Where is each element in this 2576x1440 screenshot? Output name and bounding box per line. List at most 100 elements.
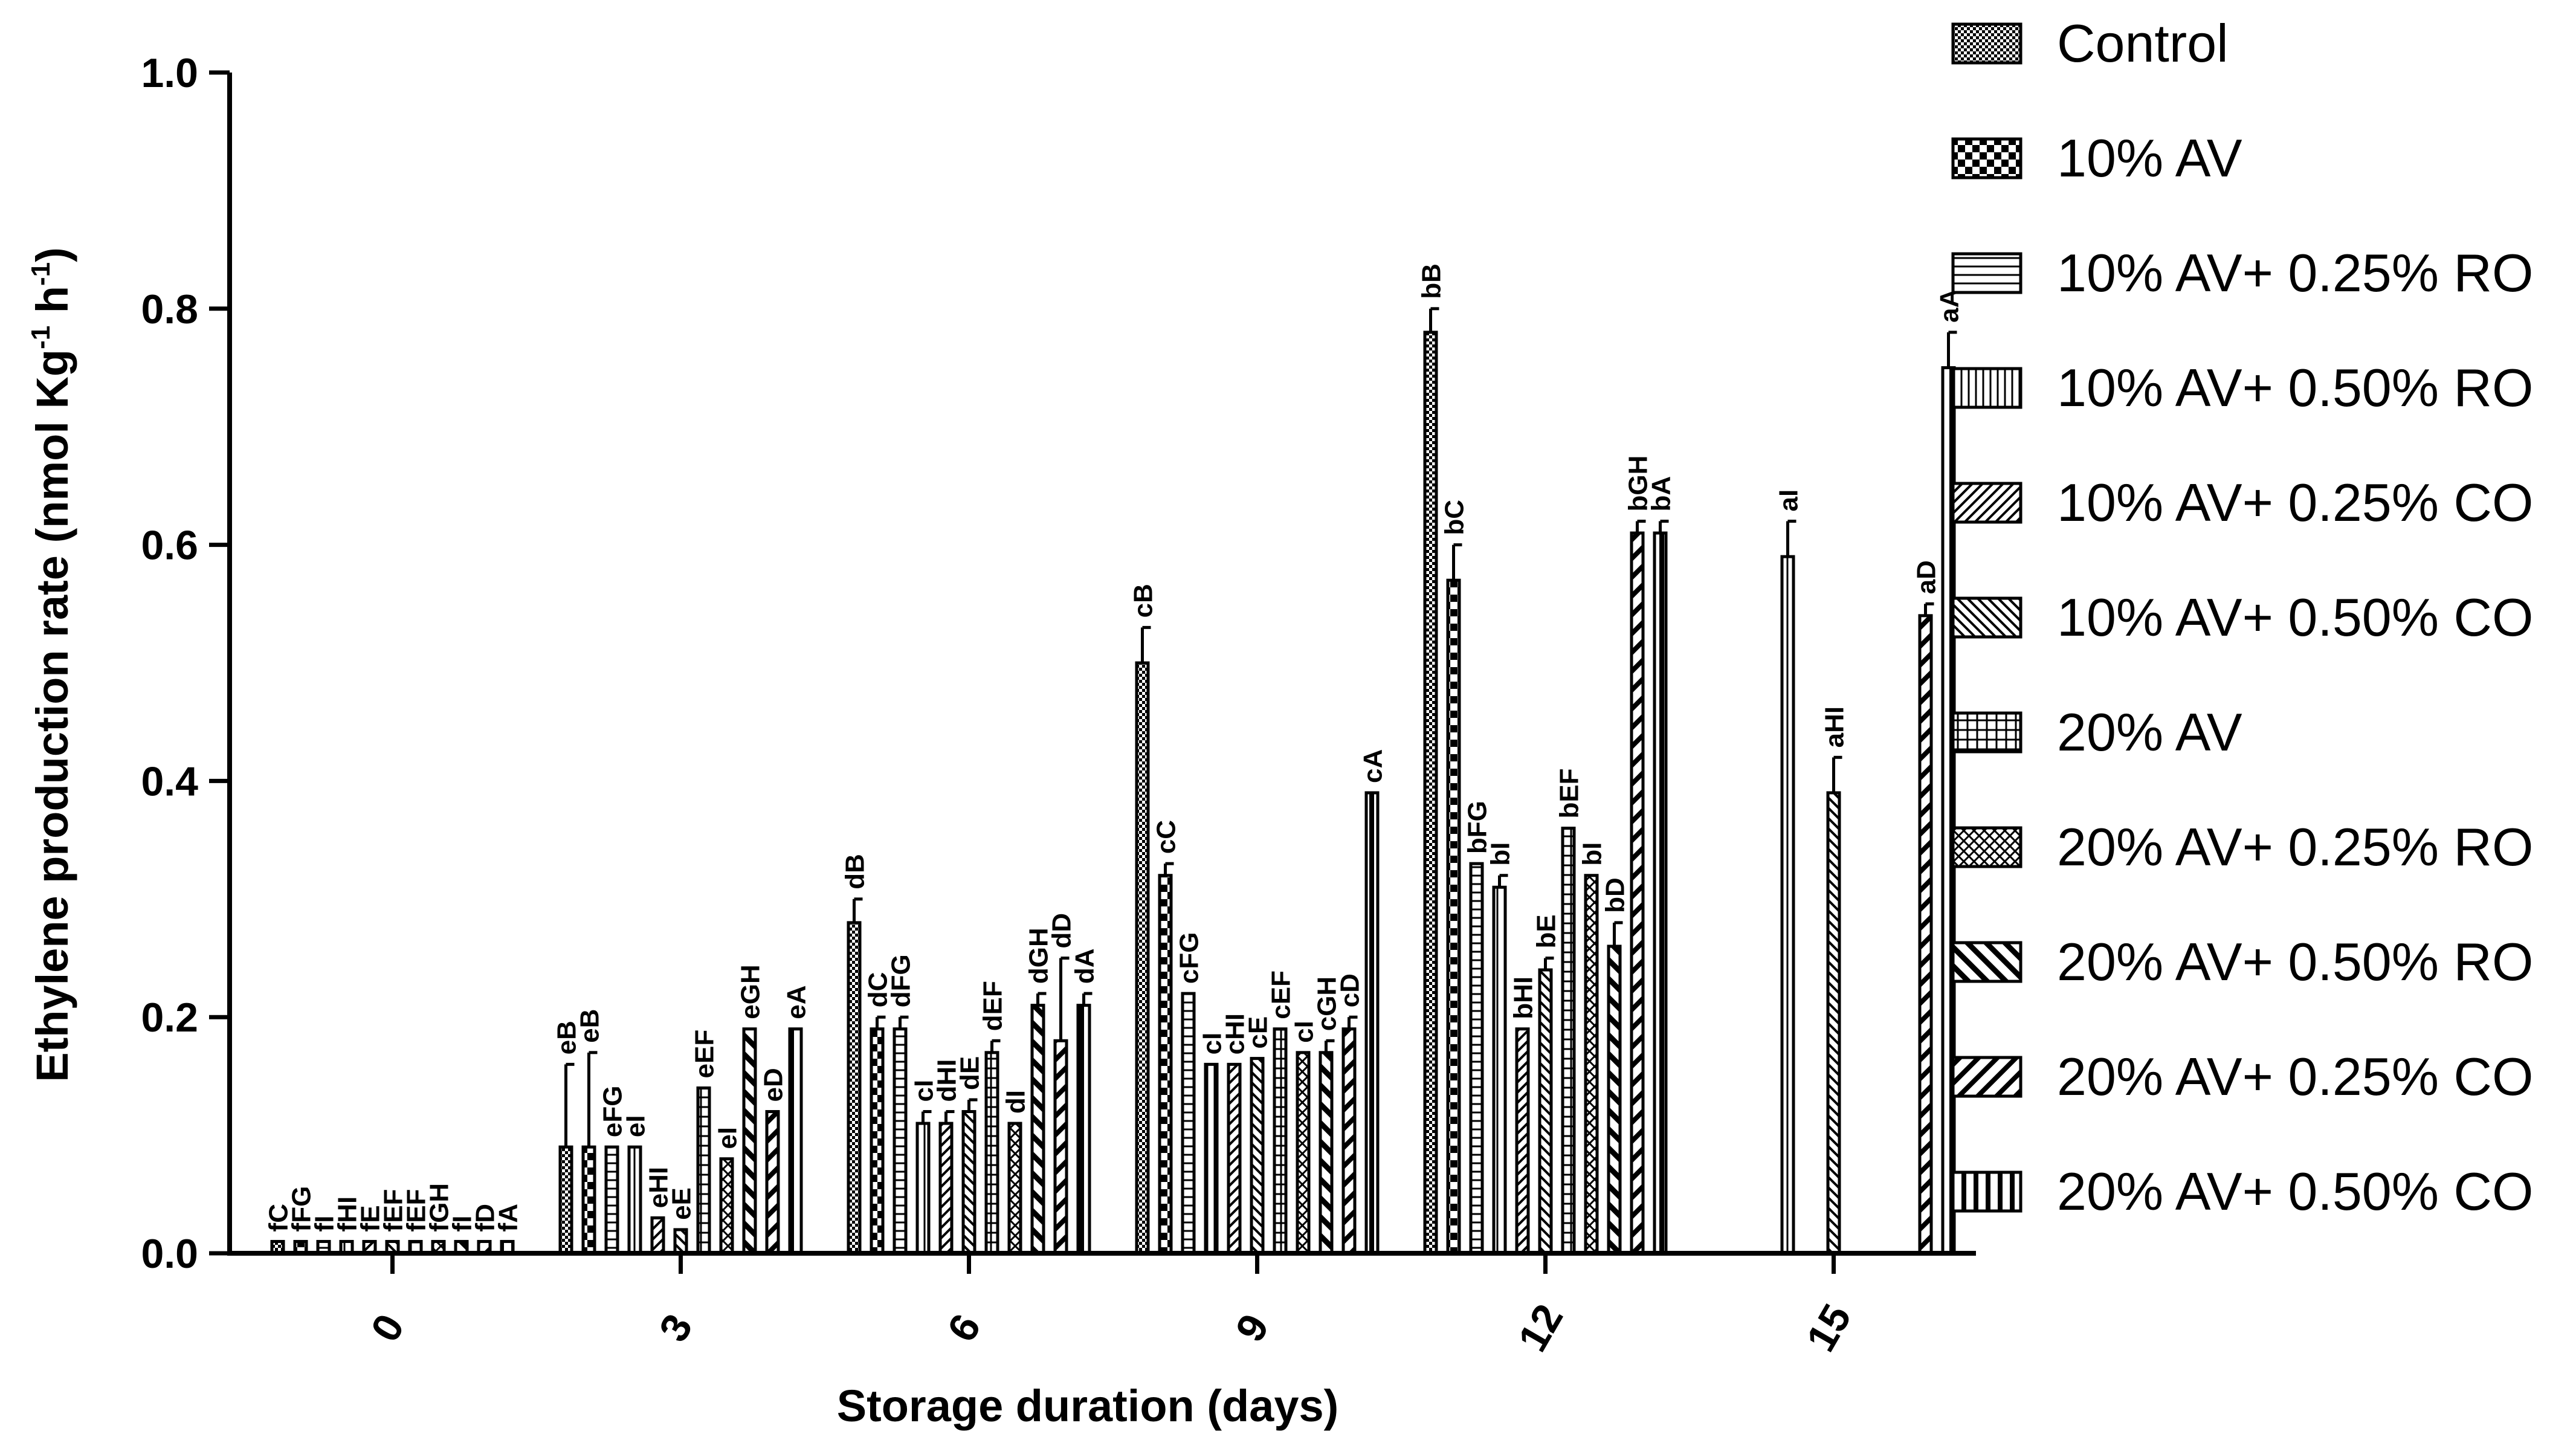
data-label-layer: fCfFGfIfHIfEfEFfEFfGHfIfDfAeBeBeFGeIeHIe… [264, 263, 1964, 1232]
legend-swatch [1951, 1056, 2022, 1098]
bar [788, 1027, 803, 1255]
bar [1364, 791, 1380, 1255]
legend-swatch [1951, 252, 2022, 294]
bar [1007, 1122, 1022, 1255]
y-tick-label: 0.6 [141, 523, 198, 569]
data-label: aA [1935, 289, 1964, 323]
data-label: bD [1601, 877, 1630, 913]
data-label: bB [1417, 263, 1447, 299]
data-label: fFG [287, 1186, 317, 1232]
bar [1053, 1039, 1068, 1255]
y-tick-label: 1.0 [141, 50, 198, 96]
data-label: eHI [644, 1167, 674, 1208]
bar [870, 1027, 885, 1255]
legend-label: 10% AV+ 0.50% RO [2057, 358, 2533, 418]
data-label: fI [310, 1216, 340, 1232]
data-label: dA [1070, 948, 1100, 984]
data-label: bE [1532, 914, 1561, 948]
y-axis-ticks: 0.0 0.2 0.4 0.6 0.8 1.0 [141, 50, 230, 1277]
bar [581, 1145, 596, 1255]
data-label: dC [864, 972, 893, 1008]
bar [650, 1216, 665, 1255]
data-label: dD [1047, 913, 1077, 949]
data-label: bA [1647, 476, 1676, 512]
bar [1826, 791, 1841, 1255]
legend-swatch [1951, 22, 2022, 65]
data-label: fD [471, 1204, 500, 1232]
data-label: eGH [736, 964, 766, 1019]
data-label: eB [552, 1021, 582, 1054]
bar [1423, 331, 1438, 1255]
x-axis-title: Storage duration (days) [837, 1381, 1339, 1431]
bar [1135, 661, 1150, 1255]
data-label: eB [575, 1009, 605, 1043]
x-axis-ticks: 0 3 6 9 12 15 [362, 1253, 1860, 1359]
data-label: cI [1198, 1033, 1227, 1055]
bar [1227, 1062, 1242, 1255]
bar [1319, 1051, 1334, 1255]
data-label: bHI [1509, 977, 1538, 1019]
x-tick-label: 15 [1798, 1297, 1861, 1360]
data-label: eEF [690, 1030, 720, 1079]
bar [1446, 578, 1461, 1255]
y-tick-label: 0.4 [141, 758, 198, 804]
x-tick-label: 12 [1509, 1297, 1572, 1360]
data-label: eI [713, 1127, 743, 1149]
data-label: dFG [886, 954, 916, 1007]
data-label: cC [1152, 820, 1181, 854]
data-label: cGH [1312, 977, 1342, 1031]
bar [1607, 944, 1622, 1255]
bar [1273, 1027, 1288, 1255]
bar [696, 1086, 711, 1255]
legend-swatch [1951, 367, 2022, 409]
data-label: dEF [978, 981, 1008, 1031]
data-label: aI [1774, 489, 1804, 512]
bar [961, 1110, 976, 1255]
data-label: fEF [379, 1189, 408, 1232]
y-tick-label: 0.8 [141, 286, 198, 332]
data-label: cHI [1221, 1013, 1250, 1054]
bar [915, 1122, 931, 1255]
bar [1653, 531, 1668, 1255]
bar [1341, 1027, 1357, 1255]
data-label: bI [1486, 842, 1516, 866]
data-label: fHI [333, 1196, 363, 1232]
bar [604, 1145, 619, 1255]
data-label: cB [1129, 584, 1158, 618]
data-label: dGH [1024, 928, 1054, 984]
bar [1780, 555, 1795, 1255]
legend-swatch [1951, 137, 2022, 179]
bar [1515, 1027, 1530, 1255]
legend-swatch [1951, 1170, 2022, 1213]
legend-label: 10% AV+ 0.50% CO [2057, 587, 2533, 647]
bar [719, 1157, 734, 1255]
bar [847, 921, 862, 1255]
bar [742, 1027, 757, 1255]
data-label: fE [356, 1205, 386, 1232]
data-label: bGH [1624, 456, 1653, 512]
data-label: eE [667, 1187, 697, 1220]
y-tick-label: 0.0 [141, 1231, 198, 1277]
legend-swatch [1951, 711, 2022, 754]
legend-swatch [1951, 482, 2022, 524]
bar [1630, 531, 1645, 1255]
legend-swatch [1951, 941, 2022, 983]
data-label: cI [1290, 1021, 1319, 1043]
data-label: eD [759, 1068, 789, 1102]
data-label: dI [1001, 1090, 1031, 1114]
bar [1492, 885, 1507, 1255]
data-label: eFG [598, 1086, 628, 1138]
bar [1584, 874, 1599, 1255]
error-bar-layer [564, 307, 1957, 1148]
data-label: dB [841, 854, 870, 890]
legend-swatch [1951, 826, 2022, 868]
bar [627, 1145, 642, 1255]
data-label: cE [1244, 1016, 1273, 1049]
bar [1250, 1057, 1265, 1255]
data-label: fI [448, 1216, 477, 1232]
legend-label: 20% AV [2057, 702, 2242, 762]
bar [1538, 968, 1553, 1255]
data-label: eA [782, 985, 812, 1019]
bar [673, 1228, 688, 1255]
data-label: bEF [1555, 768, 1584, 818]
